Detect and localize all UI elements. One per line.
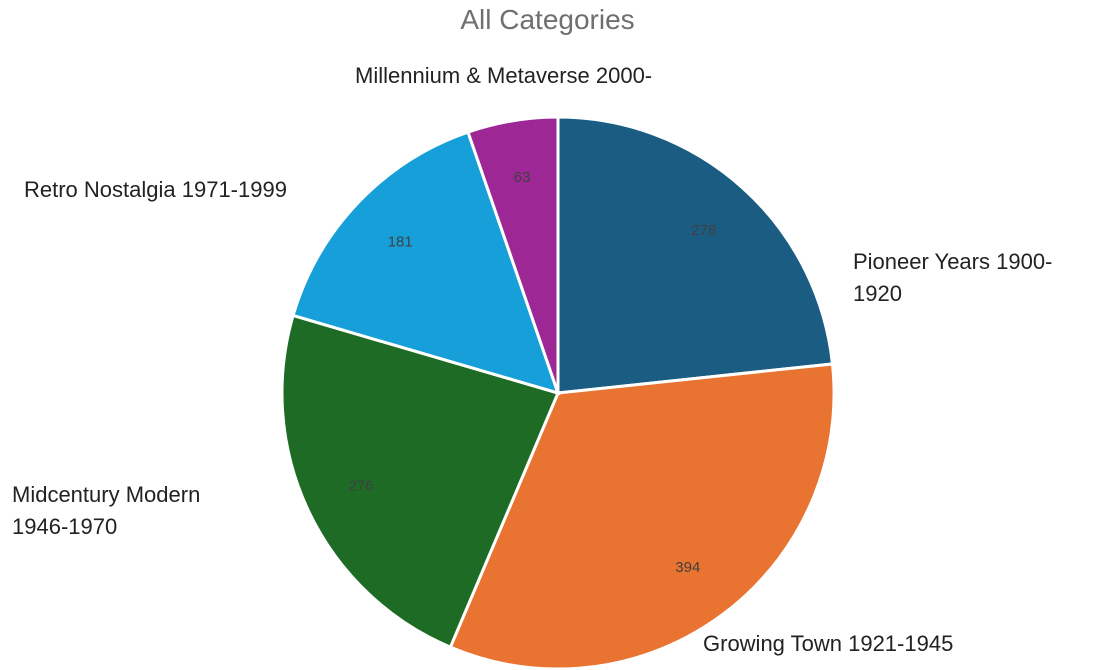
data-label-1: 394 [675, 559, 700, 576]
pie-slice-1 [448, 362, 836, 670]
data-label-3: 181 [388, 234, 413, 251]
pie-slice-2 [280, 313, 561, 650]
category-label-midcentury-modern: Midcentury Modern 1946-1970 [12, 482, 201, 539]
category-label-retro-nostalgia: Retro Nostalgia 1971-1999 [24, 177, 287, 202]
category-label-millennium-metaverse: Millennium & Metaverse 2000- [355, 63, 653, 88]
data-label-0: 278 [691, 222, 716, 239]
data-label-2: 276 [349, 477, 374, 494]
data-label-4: 63 [514, 169, 531, 186]
category-label-pioneer-years: Pioneer Years 1900-1920 [853, 249, 1053, 306]
pie-slice-0 [556, 115, 835, 395]
pie-slice-3 [291, 130, 561, 396]
category-label-growing-town: Growing Town 1921-1945 [703, 631, 954, 656]
chart-title: All Categories [460, 4, 635, 35]
pie-slice-4 [466, 115, 560, 394]
